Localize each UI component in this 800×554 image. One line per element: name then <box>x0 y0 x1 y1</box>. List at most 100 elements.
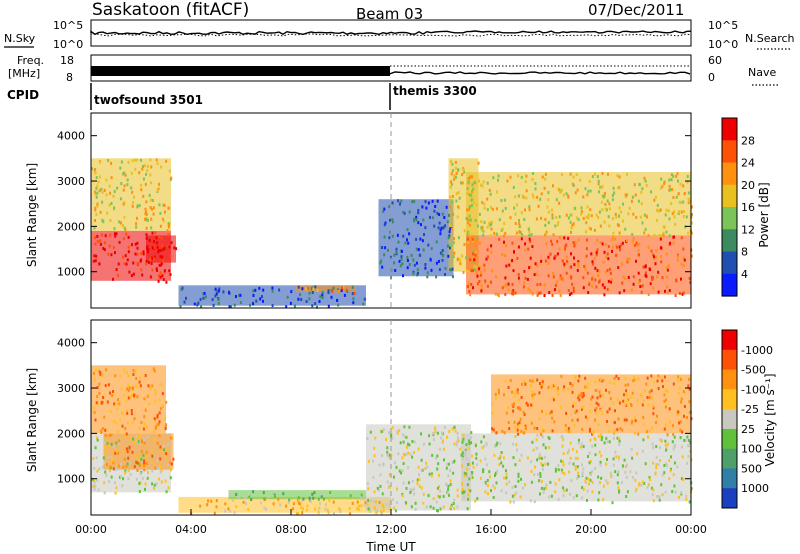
velocity-cell <box>605 436 608 440</box>
power-cell <box>394 269 397 272</box>
velocity-cell <box>613 381 615 385</box>
velocity-cell <box>687 439 690 442</box>
power-cell <box>517 194 520 198</box>
velocity-cell <box>134 441 136 445</box>
velocity-cell <box>556 386 559 390</box>
power-cell <box>644 179 647 183</box>
power-cell <box>123 226 126 230</box>
power-cell <box>641 284 644 288</box>
power-cell <box>469 258 472 262</box>
power-cell <box>125 262 128 266</box>
velocity-cell <box>540 457 543 460</box>
power-cell <box>594 266 597 270</box>
velocity-cell <box>151 469 154 473</box>
velocity-cell <box>380 454 383 457</box>
velocity-cell <box>119 374 122 378</box>
power-cell <box>158 249 160 252</box>
power-cell <box>319 295 322 299</box>
velocity-cell <box>339 510 342 514</box>
power-cell <box>150 181 153 185</box>
velocity-cell <box>143 464 146 467</box>
velocity-cell <box>581 427 584 431</box>
velocity-cell <box>648 395 651 399</box>
velocity-cell <box>480 476 482 480</box>
velocity-cell <box>513 420 516 424</box>
power-cell <box>249 303 251 307</box>
velocity-cell <box>411 488 414 492</box>
power-cell <box>563 262 566 266</box>
velocity-cell <box>536 458 539 462</box>
velocity-cell <box>143 468 146 472</box>
velocity-cell <box>111 451 114 455</box>
power-cell <box>480 287 483 291</box>
velocity-cell <box>673 435 676 439</box>
power-cell <box>462 168 465 172</box>
velocity-cell <box>661 473 664 477</box>
power-cell <box>301 287 304 291</box>
velocity-cell <box>573 402 576 406</box>
power-cell <box>239 293 242 297</box>
power-cell <box>159 271 162 275</box>
velocity-cell <box>302 507 304 511</box>
velocity-cell <box>541 383 544 387</box>
velocity-cell <box>114 374 117 378</box>
velocity-cell <box>648 429 651 433</box>
power-cell <box>384 221 387 225</box>
velocity-cell <box>123 368 126 372</box>
velocity-cell <box>619 427 622 431</box>
velocity-cell <box>463 474 466 478</box>
velocity-cell <box>134 454 137 458</box>
velocity-cell <box>349 494 352 498</box>
power-cell <box>611 193 614 197</box>
power-cell <box>306 286 309 290</box>
power-cell <box>160 236 163 240</box>
power-cell <box>585 254 588 258</box>
power-cell <box>635 259 637 263</box>
power-cell <box>142 177 145 181</box>
velocity-cell <box>537 456 540 460</box>
velocity-cell <box>461 455 464 459</box>
power-cell <box>524 208 526 212</box>
velocity-cell <box>450 503 453 507</box>
power-cell <box>671 212 674 215</box>
power-cell <box>102 220 105 224</box>
power-cell <box>441 249 444 252</box>
power-cell <box>585 247 588 251</box>
power-cell <box>654 255 657 259</box>
velocity-cell <box>136 468 139 472</box>
power-cell <box>638 253 640 257</box>
power-cell <box>585 215 588 219</box>
power-cell <box>469 293 472 297</box>
power-cell <box>443 216 446 219</box>
velocity-cell <box>418 473 420 477</box>
velocity-cell <box>591 490 594 494</box>
power-cell <box>597 216 600 220</box>
power-cell <box>466 217 469 221</box>
power-cell <box>179 305 182 308</box>
velocity-cell <box>139 472 142 476</box>
velocity-cell <box>127 469 130 473</box>
velocity-cell <box>646 430 648 434</box>
power-cell <box>600 185 603 189</box>
velocity-cell <box>156 423 159 427</box>
velocity-cell <box>396 430 399 434</box>
power-cell <box>118 240 121 244</box>
power-cell <box>463 170 466 174</box>
power-cell <box>454 175 457 179</box>
power-cell <box>537 204 540 208</box>
velocity-cell <box>601 393 604 397</box>
power-cell <box>332 286 335 290</box>
velocity-cell <box>124 447 127 451</box>
power-cell <box>527 287 530 291</box>
power-cell <box>155 267 158 271</box>
power-cell <box>672 196 675 199</box>
velocity-cell <box>138 426 141 430</box>
velocity-cell <box>279 503 282 507</box>
velocity-cell <box>451 427 454 431</box>
power-cell <box>604 270 607 274</box>
power-cell <box>577 218 580 222</box>
power-cell <box>671 188 674 192</box>
velocity-cell <box>263 497 266 501</box>
velocity-cell <box>618 490 620 494</box>
power-cell <box>649 282 652 286</box>
